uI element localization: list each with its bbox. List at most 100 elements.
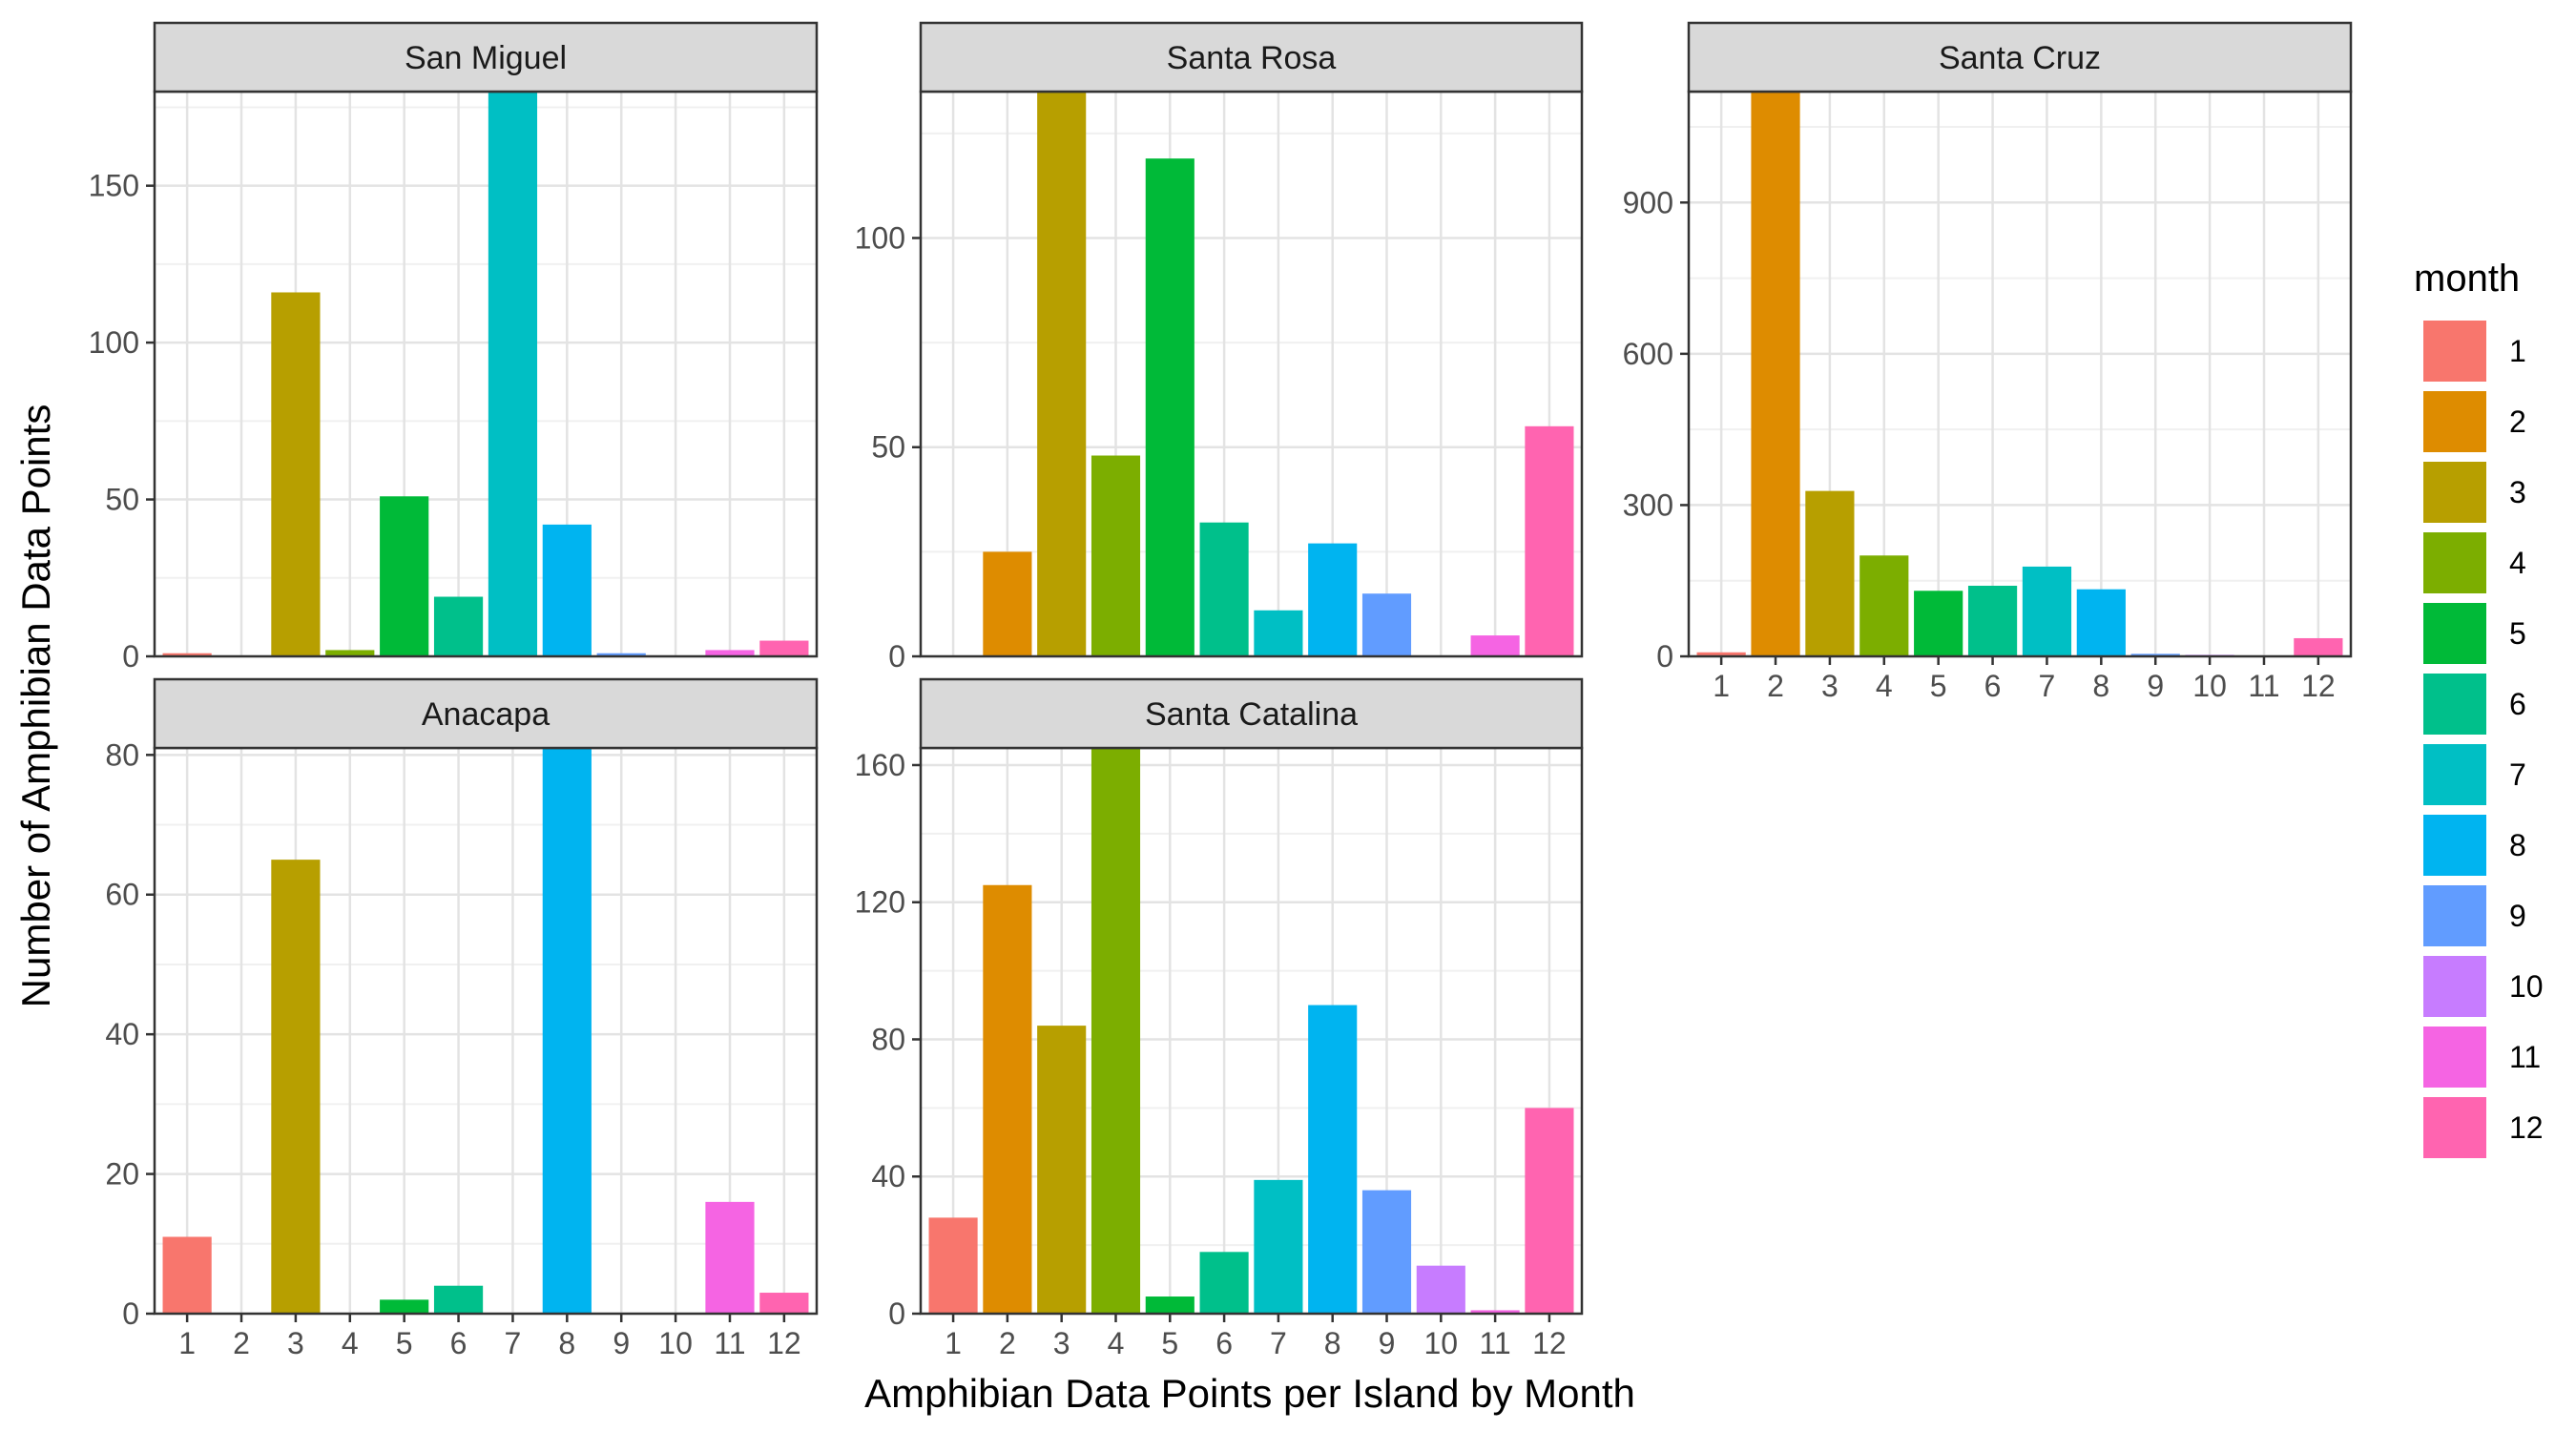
y-tick-label: 0 bbox=[122, 1296, 139, 1331]
bar-santa-catalina-month-11 bbox=[1470, 1310, 1520, 1314]
bar-santa-catalina-month-8 bbox=[1308, 1005, 1358, 1314]
legend-label-12: 12 bbox=[2509, 1110, 2544, 1145]
y-tick-label: 300 bbox=[1623, 487, 1673, 522]
bar-santa-cruz-month-9 bbox=[2130, 653, 2180, 656]
legend-label-5: 5 bbox=[2509, 616, 2526, 651]
bar-san-miguel-month-9 bbox=[596, 653, 646, 656]
bar-santa-rosa-month-6 bbox=[1199, 522, 1249, 656]
bar-anacapa-month-1 bbox=[162, 1236, 212, 1314]
x-tick-label: 9 bbox=[2147, 669, 2164, 703]
bar-anacapa-month-8 bbox=[542, 748, 592, 1314]
x-tick-label: 3 bbox=[1053, 1326, 1070, 1360]
x-tick-label: 11 bbox=[714, 1326, 745, 1360]
x-tick-label: 11 bbox=[1480, 1326, 1511, 1360]
bar-santa-rosa-month-11 bbox=[1470, 635, 1520, 656]
facet-strip-label: Santa Catalina bbox=[1145, 696, 1358, 733]
x-tick-label: 7 bbox=[1270, 1326, 1287, 1360]
y-tick-label: 0 bbox=[888, 1296, 905, 1331]
legend-key-3 bbox=[2423, 462, 2486, 523]
x-tick-label: 5 bbox=[1161, 1326, 1178, 1360]
bar-santa-cruz-month-4 bbox=[1859, 555, 1909, 656]
bar-san-miguel-month-1 bbox=[162, 653, 212, 656]
bar-san-miguel-month-5 bbox=[380, 496, 429, 656]
y-tick-label: 150 bbox=[89, 169, 139, 203]
x-tick-label: 7 bbox=[2039, 669, 2056, 703]
legend-key-9 bbox=[2423, 885, 2486, 946]
x-tick-label: 1 bbox=[1713, 669, 1730, 703]
facet-strip bbox=[1687, 21, 2353, 93]
y-tick-label: 0 bbox=[1656, 639, 1673, 674]
bar-santa-rosa-month-8 bbox=[1308, 543, 1358, 656]
facet-panel: San Miguel 0 50 100 150 bbox=[89, 21, 819, 674]
legend-label-4: 4 bbox=[2509, 546, 2526, 580]
x-tick-label: 5 bbox=[396, 1326, 413, 1360]
legend-label-9: 9 bbox=[2509, 899, 2526, 933]
x-axis-title: Amphibian Data Points per Island by Mont… bbox=[864, 1371, 1635, 1416]
bar-san-miguel-month-4 bbox=[325, 650, 375, 656]
bar-santa-catalina-month-10 bbox=[1416, 1265, 1465, 1314]
x-tick-label: 1 bbox=[178, 1326, 196, 1360]
y-tick-label: 0 bbox=[122, 639, 139, 674]
facet-strip-label: Santa Cruz bbox=[1939, 40, 2101, 76]
panel-background bbox=[155, 92, 817, 656]
y-tick-label: 600 bbox=[1623, 337, 1673, 371]
x-tick-label: 10 bbox=[658, 1326, 693, 1360]
bar-anacapa-month-12 bbox=[759, 1293, 809, 1314]
bar-santa-cruz-month-7 bbox=[2022, 566, 2072, 656]
bar-santa-rosa-month-2 bbox=[983, 551, 1032, 656]
x-tick-label: 7 bbox=[505, 1326, 522, 1360]
x-tick-label: 2 bbox=[233, 1326, 250, 1360]
legend-title: month bbox=[2414, 258, 2520, 300]
bar-santa-catalina-month-4 bbox=[1091, 748, 1141, 1314]
legend-key-7 bbox=[2423, 744, 2486, 805]
legend-key-12 bbox=[2423, 1097, 2486, 1158]
bar-anacapa-month-11 bbox=[705, 1201, 755, 1314]
y-tick-label: 100 bbox=[89, 325, 139, 360]
x-tick-label: 12 bbox=[767, 1326, 801, 1360]
y-tick-label: 20 bbox=[105, 1157, 139, 1192]
x-tick-label: 3 bbox=[287, 1326, 304, 1360]
legend-key-4 bbox=[2423, 532, 2486, 593]
x-tick-label: 9 bbox=[1379, 1326, 1396, 1360]
bar-santa-rosa-month-3 bbox=[1037, 92, 1087, 656]
bar-san-miguel-month-3 bbox=[271, 292, 321, 656]
bar-san-miguel-month-7 bbox=[488, 92, 538, 656]
bar-santa-catalina-month-6 bbox=[1199, 1252, 1249, 1314]
facet-strip bbox=[919, 677, 1584, 750]
bar-santa-rosa-month-4 bbox=[1091, 455, 1141, 656]
legend-label-6: 6 bbox=[2509, 687, 2526, 721]
bar-santa-catalina-month-2 bbox=[983, 884, 1032, 1314]
x-tick-label: 6 bbox=[1984, 669, 2002, 703]
legend-key-5 bbox=[2423, 603, 2486, 664]
y-tick-label: 60 bbox=[105, 878, 139, 912]
legend-label-10: 10 bbox=[2509, 969, 2544, 1004]
bar-san-miguel-month-8 bbox=[542, 524, 592, 656]
bar-san-miguel-month-6 bbox=[433, 596, 484, 656]
bar-santa-rosa-month-9 bbox=[1361, 593, 1412, 656]
y-tick-label: 80 bbox=[871, 1022, 905, 1056]
facet-strip bbox=[919, 21, 1584, 93]
x-tick-label: 4 bbox=[1876, 669, 1893, 703]
x-tick-label: 3 bbox=[1821, 669, 1839, 703]
x-tick-label: 4 bbox=[1108, 1326, 1125, 1360]
x-tick-label: 2 bbox=[1767, 669, 1784, 703]
legend-key-1 bbox=[2423, 321, 2486, 382]
facet-strip-label: Santa Rosa bbox=[1167, 40, 1337, 76]
x-tick-label: 11 bbox=[2248, 669, 2279, 703]
bar-san-miguel-month-11 bbox=[705, 650, 755, 656]
facet-strip-label: Anacapa bbox=[422, 696, 550, 733]
bar-santa-catalina-month-3 bbox=[1037, 1026, 1087, 1314]
x-tick-label: 8 bbox=[558, 1326, 575, 1360]
x-tick-label: 9 bbox=[613, 1326, 630, 1360]
y-tick-label: 160 bbox=[855, 748, 905, 782]
bar-anacapa-month-3 bbox=[271, 860, 321, 1314]
bar-santa-cruz-month-2 bbox=[1751, 92, 1800, 656]
bar-san-miguel-month-12 bbox=[759, 640, 809, 656]
x-tick-label: 4 bbox=[342, 1326, 359, 1360]
legend-key-2 bbox=[2423, 391, 2486, 452]
x-tick-label: 2 bbox=[999, 1326, 1016, 1360]
